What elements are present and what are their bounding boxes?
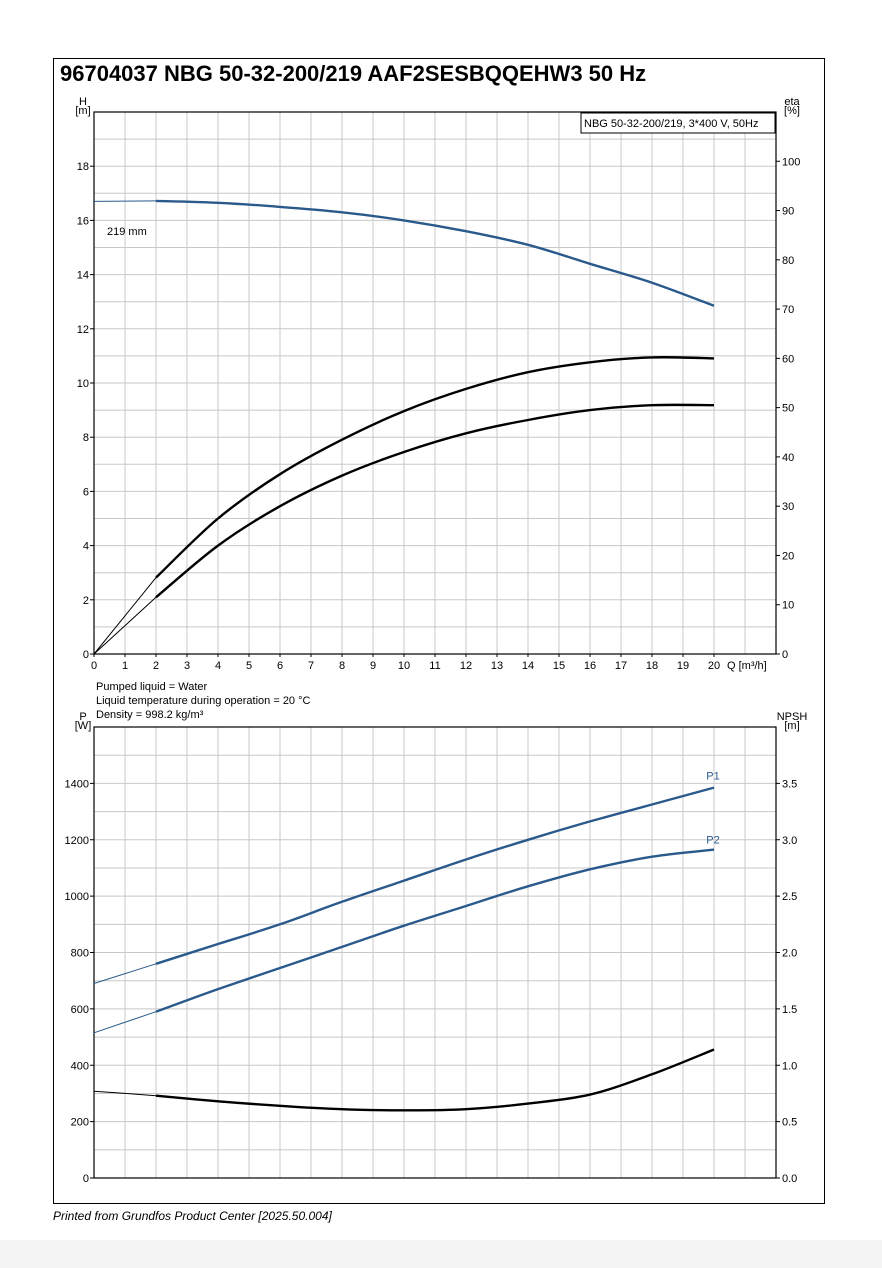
x-tick-label: 3 — [184, 660, 190, 672]
curve-low-flow-segment — [93, 1011, 157, 1034]
y-axis-unit: [W] — [75, 720, 92, 732]
x-tick-label: 19 — [677, 660, 689, 672]
y-tick-label: 600 — [71, 1004, 89, 1016]
series-label: P2 — [706, 835, 719, 847]
page-title: 96704037 NBG 50-32-200/219 AAF2SESBQQEHW… — [60, 61, 647, 86]
x-tick-label: 5 — [246, 660, 252, 672]
y2-tick-label: 20 — [782, 550, 794, 562]
y2-tick-label: 100 — [782, 156, 800, 168]
x-tick-label: 2 — [153, 660, 159, 672]
annotation-text: Density = 998.2 kg/m³ — [96, 709, 204, 721]
annotation-text: Liquid temperature during operation = 20… — [96, 695, 311, 707]
x-axis-label: Q [m³/h] — [727, 660, 767, 672]
curve-219-mm — [155, 199, 715, 307]
y-tick-label: 1000 — [65, 891, 89, 903]
y2-tick-label: 30 — [782, 501, 794, 513]
x-tick-label: 9 — [370, 660, 376, 672]
y2-tick-label: 80 — [782, 255, 794, 267]
y2-tick-label: 1.5 — [782, 1004, 797, 1016]
legend-text: NBG 50-32-200/219, 3*400 V, 50Hz — [584, 118, 759, 130]
curve-series — [155, 356, 715, 579]
curve-series — [155, 1048, 715, 1112]
legend-box — [580, 112, 776, 134]
x-tick-label: 15 — [553, 660, 565, 672]
x-tick-label: 6 — [277, 660, 283, 672]
page-frame — [53, 58, 825, 1204]
y-axis-label: H — [79, 96, 87, 108]
y-tick-label: 0 — [83, 1173, 89, 1185]
y2-tick-label: 2.0 — [782, 948, 797, 960]
y-axis-unit: [m] — [75, 105, 90, 117]
y2-axis-label: NPSH — [777, 711, 808, 723]
y2-tick-label: 3.5 — [782, 778, 797, 790]
curve-low-flow-segment — [93, 200, 157, 202]
y2-tick-label: 0.0 — [782, 1173, 797, 1185]
x-tick-label: 20 — [708, 660, 720, 672]
y-tick-label: 4 — [83, 541, 89, 553]
y2-axis-unit: [m] — [784, 720, 799, 732]
y2-tick-label: 50 — [782, 403, 794, 415]
series-label: 219 mm — [107, 226, 147, 238]
y-tick-label: 800 — [71, 948, 89, 960]
y2-axis-unit: [%] — [784, 105, 800, 117]
y2-tick-label: 90 — [782, 206, 794, 218]
x-tick-label: 16 — [584, 660, 596, 672]
x-tick-label: 10 — [398, 660, 410, 672]
curve-low-flow-segment — [93, 963, 157, 984]
y-tick-label: 10 — [77, 378, 89, 390]
y-tick-label: 14 — [77, 270, 89, 282]
curve-low-flow-segment — [93, 577, 157, 655]
x-tick-label: 1 — [122, 660, 128, 672]
x-tick-label: 14 — [522, 660, 534, 672]
curve-p1 — [155, 786, 715, 965]
y-tick-label: 6 — [83, 486, 89, 498]
curve-series — [155, 403, 715, 599]
series-label: P1 — [706, 771, 719, 783]
y-tick-label: 1400 — [65, 778, 89, 790]
y-tick-label: 2 — [83, 595, 89, 607]
y-tick-label: 200 — [71, 1117, 89, 1129]
y2-tick-label: 2.5 — [782, 891, 797, 903]
y2-tick-label: 60 — [782, 353, 794, 365]
y-tick-label: 12 — [77, 324, 89, 336]
x-tick-label: 11 — [429, 660, 440, 672]
y2-tick-label: 40 — [782, 452, 794, 464]
y2-tick-label: 70 — [782, 304, 794, 316]
x-tick-label: 0 — [91, 660, 97, 672]
curve-low-flow-segment — [93, 1090, 157, 1097]
y2-tick-label: 3.0 — [782, 835, 797, 847]
y-tick-label: 400 — [71, 1060, 89, 1072]
y-tick-label: 1200 — [65, 835, 89, 847]
curve-low-flow-segment — [93, 596, 157, 655]
x-tick-label: 13 — [491, 660, 503, 672]
footer-note: Printed from Grundfos Product Center [20… — [53, 1209, 332, 1223]
y2-tick-label: 0.5 — [782, 1117, 797, 1129]
x-tick-label: 12 — [460, 660, 472, 672]
bottom-band — [0, 1240, 882, 1268]
y2-tick-label: 0 — [782, 649, 788, 661]
y-tick-label: 0 — [83, 649, 89, 661]
y-tick-label: 18 — [77, 161, 89, 173]
x-tick-label: 7 — [308, 660, 314, 672]
x-tick-label: 18 — [646, 660, 658, 672]
x-tick-label: 4 — [215, 660, 221, 672]
y-tick-label: 16 — [77, 215, 89, 227]
y2-tick-label: 10 — [782, 600, 794, 612]
y-axis-label: P — [79, 711, 86, 723]
curve-p2 — [155, 848, 715, 1013]
x-tick-label: 17 — [615, 660, 627, 672]
y-tick-label: 8 — [83, 432, 89, 444]
y2-axis-label: eta — [784, 96, 800, 108]
x-tick-label: 8 — [339, 660, 345, 672]
y2-tick-label: 1.0 — [782, 1060, 797, 1072]
annotation-text: Pumped liquid = Water — [96, 681, 208, 693]
